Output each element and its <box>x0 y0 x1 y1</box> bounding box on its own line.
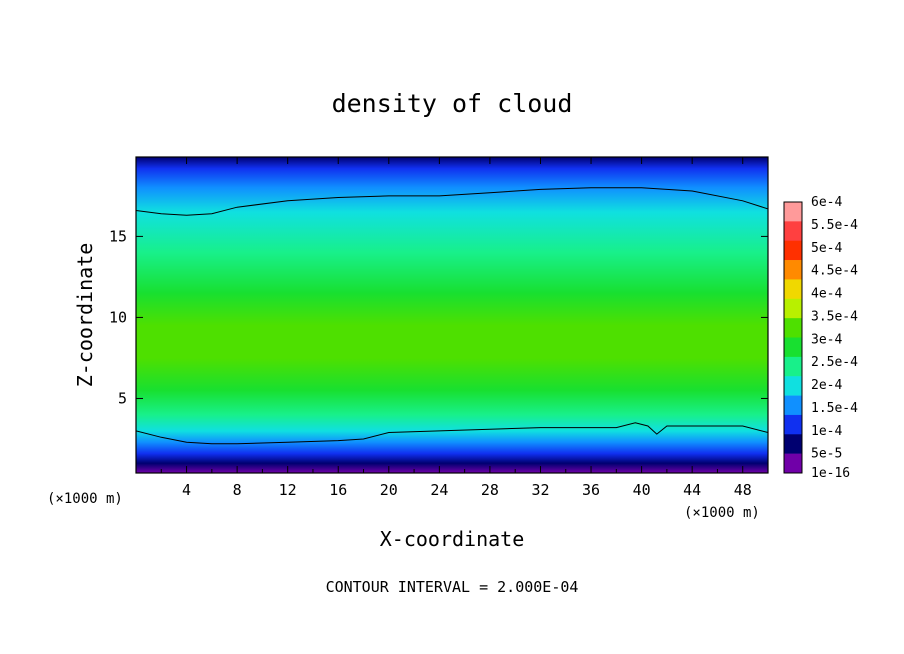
x-tick-label: 28 <box>481 481 499 499</box>
x-tick-label: 36 <box>582 481 600 499</box>
colorbar-cell <box>784 221 802 242</box>
colorbar-cell <box>784 395 802 416</box>
colorbar-cell <box>784 337 802 358</box>
x-tick-label: 24 <box>430 481 448 499</box>
colorbar-label: 5.5e-4 <box>811 218 858 233</box>
x-tick-label: 8 <box>233 481 242 499</box>
density-field <box>136 157 768 473</box>
colorbar-cell <box>784 414 802 435</box>
colorbar-label: 3.5e-4 <box>811 309 858 324</box>
colorbar-cell <box>784 434 802 454</box>
contour-interval-note: CONTOUR INTERVAL = 2.000E-04 <box>326 578 579 596</box>
colorbar-frame <box>783 201 803 474</box>
colorbar-label: 4.5e-4 <box>811 264 858 279</box>
chart-title: density of cloud <box>332 89 573 118</box>
colorbar-label: 2e-4 <box>811 378 842 393</box>
x-tick-label: 20 <box>380 481 398 499</box>
colorbar-label: 4e-4 <box>811 287 842 302</box>
colorbar-label: 1.5e-4 <box>811 401 858 416</box>
colorbar-label: 5e-4 <box>811 241 842 256</box>
y-axis-label: Z-coordinate <box>73 243 97 388</box>
colorbar: 6e-4 5.5e-4 5e-4 4.5e-4 4e-4 3.5e-4 3e-4 2.5e-4… <box>783 195 858 481</box>
colorbar-cell <box>784 318 802 338</box>
colorbar-label: 3e-4 <box>811 332 842 347</box>
colorbar-label: 1e-4 <box>811 424 842 439</box>
colorbar-cell <box>784 453 802 474</box>
plot-frame <box>135 156 769 474</box>
x-tick-label: 12 <box>279 481 297 499</box>
x-unit-right: (×1000 m) <box>684 505 760 521</box>
z-tick-label: 15 <box>109 227 127 245</box>
x-tick-label: 4 <box>182 481 191 499</box>
colorbar-label: 1e-16 <box>811 466 850 481</box>
x-tick-label: 16 <box>329 481 347 499</box>
z-tick-label: 5 <box>118 389 127 407</box>
colorbar-label: 2.5e-4 <box>811 355 858 370</box>
colorbar-cell <box>784 376 802 396</box>
colorbar-cell <box>784 240 802 261</box>
colorbar-cell <box>784 356 802 377</box>
colorbar-label: 6e-4 <box>811 195 842 210</box>
colorbar-label: 5e-5 <box>811 447 842 462</box>
plot-area <box>136 157 768 473</box>
x-tick-label: 48 <box>734 481 752 499</box>
colorbar-cell <box>784 279 802 300</box>
x-unit-left: (×1000 m) <box>47 491 123 507</box>
x-axis-label: X-coordinate <box>380 527 525 551</box>
colorbar-cell <box>784 298 802 319</box>
contour-line-2 <box>136 422 768 445</box>
x-tick-label: 44 <box>683 481 701 499</box>
x-tick-label: 40 <box>633 481 651 499</box>
contour-line-1 <box>136 187 768 216</box>
colorbar-cell <box>784 202 802 222</box>
colorbar-cell <box>784 260 802 280</box>
x-tick-label: 32 <box>531 481 549 499</box>
z-tick-label: 10 <box>109 308 127 326</box>
